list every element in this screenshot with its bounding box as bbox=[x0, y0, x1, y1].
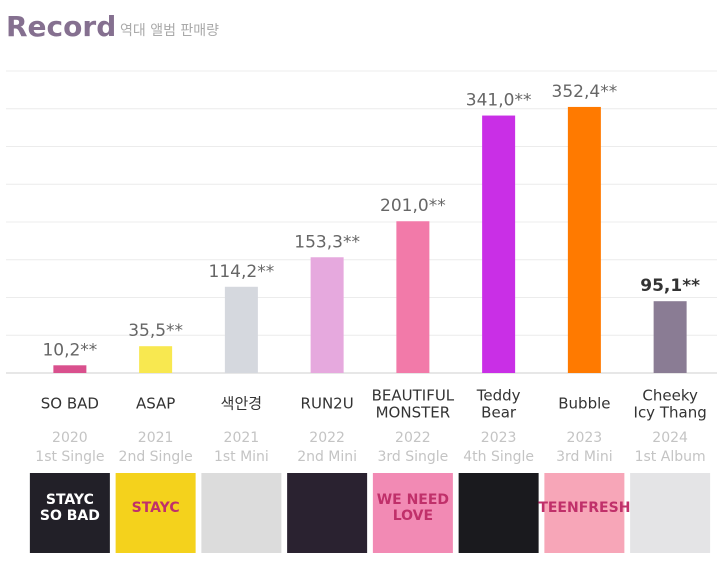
bar bbox=[482, 115, 516, 374]
album-cover bbox=[544, 473, 625, 553]
bar bbox=[567, 106, 601, 374]
release-type: 1st Single bbox=[35, 449, 104, 465]
x-tick-label: BEAUTIFUL MONSTER bbox=[372, 386, 455, 421]
bar bbox=[139, 346, 173, 373]
x-tick-label: RUN2U bbox=[301, 395, 354, 413]
value-label: 35,5** bbox=[128, 321, 183, 341]
album-cover-text: WE NEED LOVE bbox=[377, 492, 449, 524]
x-tick-label: ASAP bbox=[136, 395, 175, 413]
release-year: 2022 bbox=[309, 430, 345, 446]
chart-title: Record bbox=[6, 10, 116, 43]
release-year: 2023 bbox=[481, 430, 517, 446]
release-year: 2021 bbox=[138, 430, 174, 446]
album-cover-text: STAYC bbox=[132, 500, 180, 516]
value-label: 10,2** bbox=[42, 340, 97, 360]
release-type: 1st Mini bbox=[214, 449, 269, 465]
release-type: 2nd Mini bbox=[297, 449, 357, 465]
bar bbox=[53, 365, 87, 373]
release-year: 2024 bbox=[652, 430, 688, 446]
value-label: 201,0** bbox=[380, 196, 446, 216]
album-cover bbox=[115, 473, 196, 553]
bar bbox=[224, 286, 258, 373]
album-cover bbox=[287, 473, 368, 553]
bar bbox=[310, 257, 344, 373]
chart-subtitle: 역대 앨범 판매량 bbox=[120, 23, 219, 39]
release-type: 3rd Mini bbox=[556, 449, 613, 465]
album-cover-text: TEENFRESH bbox=[538, 500, 630, 516]
bar bbox=[396, 221, 430, 373]
album-cover bbox=[372, 473, 453, 553]
release-year: 2021 bbox=[224, 430, 260, 446]
x-tick-label: Teddy Bear bbox=[476, 386, 521, 421]
release-year: 2023 bbox=[567, 430, 603, 446]
value-label: 114,2** bbox=[209, 262, 275, 282]
release-type: 3rd Single bbox=[377, 449, 448, 465]
x-tick-label: Bubble bbox=[558, 395, 610, 413]
release-type: 4th Single bbox=[463, 449, 534, 465]
value-label: 95,1** bbox=[640, 276, 700, 296]
release-year: 2022 bbox=[395, 430, 431, 446]
album-cover-text: STAYC SO BAD bbox=[40, 492, 100, 524]
album-cover bbox=[458, 473, 539, 553]
album-cover bbox=[201, 473, 282, 553]
x-tick-label: SO BAD bbox=[41, 395, 99, 413]
release-type: 2nd Single bbox=[119, 449, 193, 465]
value-label: 352,4** bbox=[552, 82, 618, 102]
release-year: 2020 bbox=[52, 430, 88, 446]
release-type: 1st Album bbox=[635, 449, 706, 465]
value-label: 153,3** bbox=[294, 232, 360, 252]
album-cover bbox=[29, 473, 110, 553]
value-label: 341,0** bbox=[466, 91, 532, 111]
x-tick-label: Cheeky Icy Thang bbox=[634, 386, 707, 421]
bar bbox=[653, 301, 687, 373]
x-tick-label: 색안경 bbox=[221, 395, 262, 413]
album-cover bbox=[630, 473, 711, 553]
